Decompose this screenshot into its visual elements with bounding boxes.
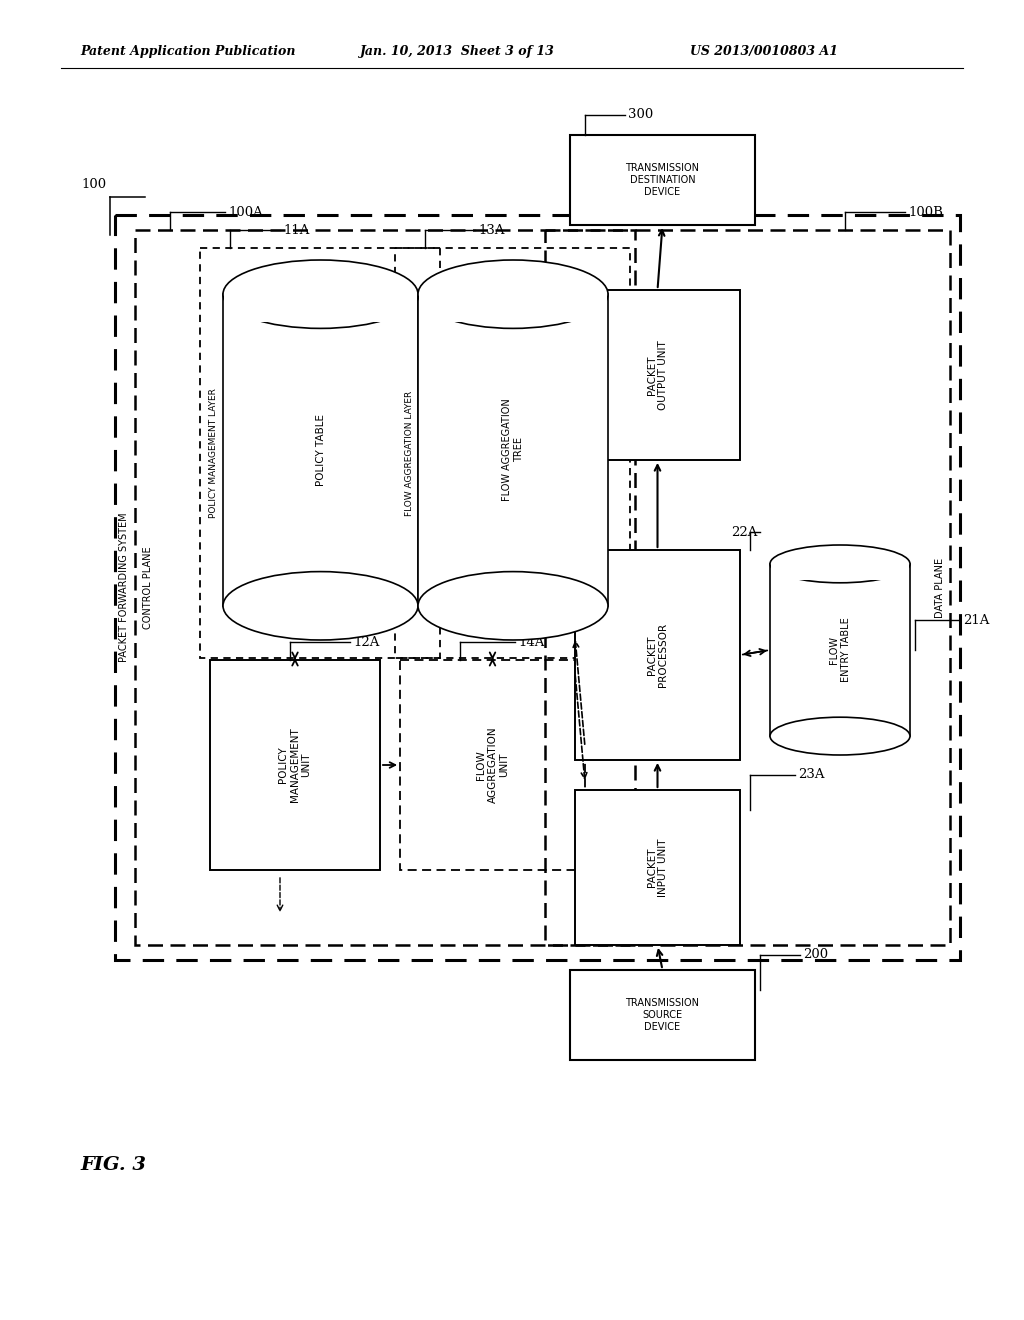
Text: PACKET
INPUT UNIT: PACKET INPUT UNIT [647,838,669,896]
Text: 11A: 11A [283,223,309,236]
Ellipse shape [418,572,608,640]
Text: FLOW AGGREGATION
TREE: FLOW AGGREGATION TREE [502,399,524,502]
Text: PACKET FORWARDING SYSTEM: PACKET FORWARDING SYSTEM [119,512,129,663]
Ellipse shape [223,260,418,329]
Bar [115,215,961,960]
Text: Patent Application Publication: Patent Application Publication [80,45,296,58]
Bar [771,565,909,579]
Text: PACKET
OUTPUT UNIT: PACKET OUTPUT UNIT [647,341,669,411]
Text: POLICY
MANAGEMENT
UNIT: POLICY MANAGEMENT UNIT [279,727,311,803]
Bar [575,789,740,945]
Bar [400,660,585,870]
Bar [570,135,755,224]
Text: PACKET
PROCESSOR: PACKET PROCESSOR [647,623,669,688]
Text: 23A: 23A [798,768,824,781]
Text: 12A: 12A [353,635,379,648]
Ellipse shape [223,572,418,640]
Bar [770,564,910,737]
Text: 300: 300 [628,108,653,121]
Text: 24A: 24A [475,265,502,279]
Text: 200: 200 [803,949,828,961]
Text: CONTROL PLANE: CONTROL PLANE [143,546,153,628]
Ellipse shape [418,260,608,329]
Bar [419,296,607,322]
Text: 100: 100 [82,178,106,191]
Text: US 2013/0010803 A1: US 2013/0010803 A1 [690,45,838,58]
Bar [223,294,418,606]
Text: TRANSMISSION
DESTINATION
DEVICE: TRANSMISSION DESTINATION DEVICE [626,164,699,197]
Text: POLICY MANAGEMENT LAYER: POLICY MANAGEMENT LAYER [210,388,218,517]
Text: 13A: 13A [478,223,505,236]
Text: 14A: 14A [518,635,545,648]
Ellipse shape [770,717,910,755]
Text: POLICY TABLE: POLICY TABLE [315,414,326,486]
Bar [200,248,440,657]
Text: FLOW
AGGREGATION
UNIT: FLOW AGGREGATION UNIT [476,727,509,804]
Bar [224,296,417,322]
Bar [395,248,630,657]
Text: FLOW
ENTRY TABLE: FLOW ENTRY TABLE [829,618,851,682]
Bar [575,290,740,459]
Text: 100A: 100A [228,206,263,219]
Bar [135,230,635,945]
Bar [575,550,740,760]
Bar [570,970,755,1060]
Text: DATA PLANE: DATA PLANE [935,557,945,618]
Bar [545,230,950,945]
Text: FIG. 3: FIG. 3 [80,1156,146,1173]
Text: FLOW AGGREGATION LAYER: FLOW AGGREGATION LAYER [404,391,414,516]
Text: 22A: 22A [731,525,757,539]
Text: 21A: 21A [963,614,989,627]
Bar [210,660,380,870]
Ellipse shape [770,545,910,583]
Text: 100B: 100B [908,206,943,219]
Text: TRANSMISSION
SOURCE
DEVICE: TRANSMISSION SOURCE DEVICE [626,998,699,1032]
Text: Jan. 10, 2013  Sheet 3 of 13: Jan. 10, 2013 Sheet 3 of 13 [360,45,555,58]
Bar [418,294,608,606]
